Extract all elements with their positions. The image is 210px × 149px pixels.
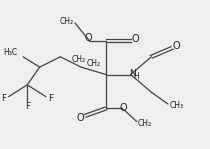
Text: O: O xyxy=(131,34,139,44)
Text: F: F xyxy=(1,94,6,103)
Text: H₃C: H₃C xyxy=(4,48,18,57)
Text: CH₂: CH₂ xyxy=(138,119,152,128)
Text: O: O xyxy=(120,103,127,113)
Text: CH₂: CH₂ xyxy=(59,17,74,26)
Text: H: H xyxy=(133,72,139,81)
Text: N: N xyxy=(129,69,136,77)
Text: F: F xyxy=(25,103,30,111)
Text: F: F xyxy=(49,94,54,103)
Text: O: O xyxy=(84,33,92,43)
Text: CH₃: CH₃ xyxy=(169,101,183,110)
Text: CH₂: CH₂ xyxy=(86,59,101,68)
Text: O: O xyxy=(76,113,84,123)
Text: CH₂: CH₂ xyxy=(72,55,86,64)
Text: O: O xyxy=(172,41,180,51)
